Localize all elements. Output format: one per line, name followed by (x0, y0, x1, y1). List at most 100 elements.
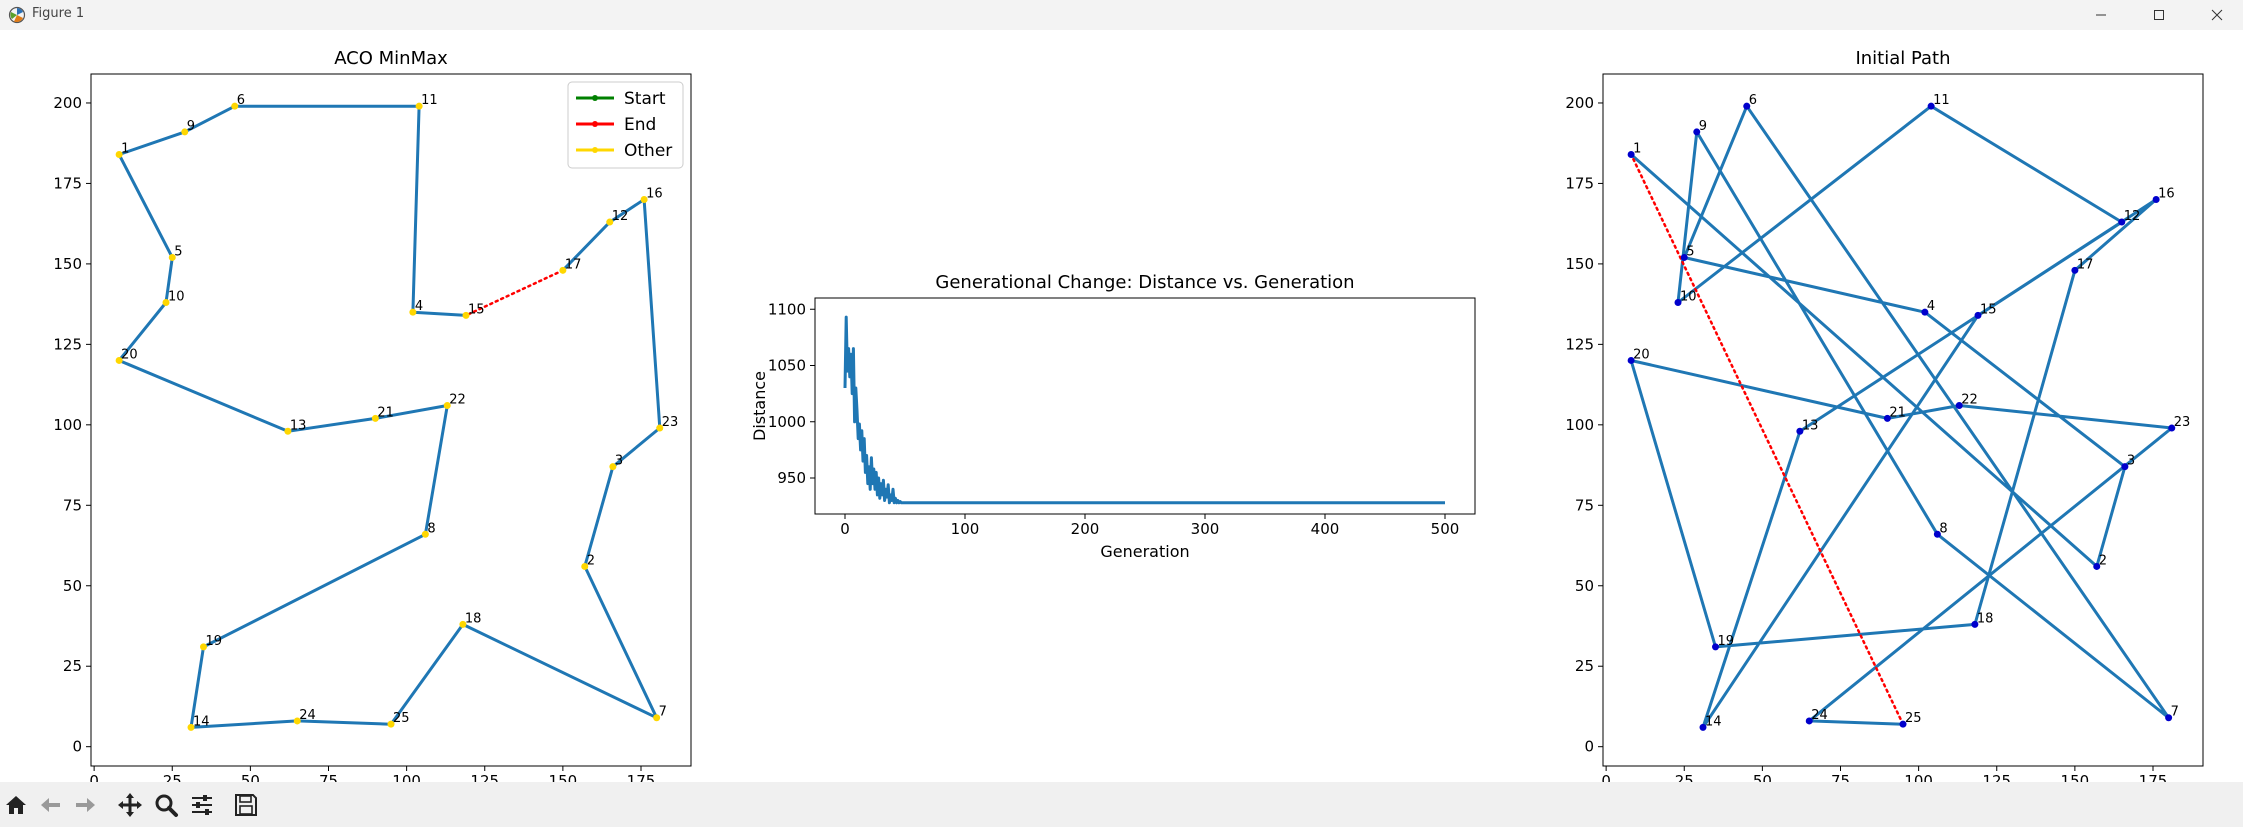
init-ytick-label: 25 (1575, 657, 1594, 675)
init-node-label-4: 4 (1927, 299, 1935, 314)
aco-node-label-2: 2 (587, 553, 595, 568)
aco-node-label-21: 21 (377, 405, 394, 420)
init-node-23 (2168, 424, 2176, 432)
aco-node-11 (415, 102, 423, 110)
init-node-label-1: 1 (1633, 141, 1641, 156)
aco-legend-label: End (624, 115, 656, 135)
matplotlib-logo-icon (8, 6, 26, 24)
window-titlebar: Figure 1 (0, 0, 2243, 30)
aco-node-label-18: 18 (465, 611, 482, 626)
init-node-label-2: 2 (2099, 553, 2107, 568)
zoom-icon[interactable] (153, 792, 179, 818)
gen-xtick-label: 0 (840, 520, 850, 538)
close-icon (2211, 9, 2223, 21)
aco-axes: 0 25 50 75 100 125 150 175025507510012515017520… (53, 48, 692, 782)
close-button[interactable] (2194, 0, 2240, 30)
init-node-label-18: 18 (1977, 611, 1994, 626)
aco-xtick-label: 175 (627, 772, 656, 782)
init-node-label-6: 6 (1749, 93, 1757, 108)
navigation-toolbar (0, 782, 2243, 827)
back-icon[interactable] (38, 792, 64, 818)
forward-icon[interactable] (72, 792, 98, 818)
aco-node-20 (115, 356, 123, 364)
configure-icon[interactable] (189, 792, 215, 818)
aco-legend-marker (592, 147, 598, 153)
aco-node-4 (409, 308, 417, 316)
aco-node-label-10: 10 (168, 290, 185, 305)
home-icon[interactable] (3, 792, 29, 818)
aco-node-label-14: 14 (193, 714, 210, 729)
aco-node-label-20: 20 (121, 347, 138, 362)
init-node-label-12: 12 (2124, 209, 2141, 224)
gen-xtick-label: 100 (951, 520, 980, 538)
gen-ytick-label: 950 (777, 469, 806, 487)
aco-node-19 (200, 643, 207, 651)
init-node-label-9: 9 (1699, 119, 1707, 134)
aco-node-14 (187, 723, 195, 731)
aco-node-label-23: 23 (662, 415, 679, 430)
init-xtick-label: 50 (1753, 772, 1772, 782)
init-node-label-15: 15 (1980, 302, 1997, 317)
gen-xlabel: Generation (1100, 542, 1189, 561)
aco-node-label-3: 3 (615, 454, 623, 469)
init-xtick-label: 125 (1982, 772, 2011, 782)
aco-node-label-6: 6 (237, 93, 245, 108)
init-node-label-14: 14 (1705, 714, 1722, 729)
init-node-label-24: 24 (1811, 708, 1828, 723)
aco-legend-label: Start (624, 89, 666, 109)
gen-xtick-label: 300 (1191, 520, 1220, 538)
aco-ytick-label: 75 (63, 496, 82, 514)
init-node-16 (2152, 196, 2160, 204)
maximize-button[interactable] (2136, 0, 2182, 30)
aco-node-22 (443, 402, 451, 410)
aco-ytick-label: 150 (53, 255, 82, 273)
pan-icon[interactable] (117, 792, 143, 818)
aco-node-23 (656, 424, 664, 432)
init-xtick-label: 100 (1904, 772, 1933, 782)
init-node-17 (2071, 266, 2079, 274)
init-node-21 (1883, 414, 1891, 422)
aco-node-17 (559, 266, 567, 274)
gen-title: Generational Change: Distance vs. Genera… (935, 272, 1354, 293)
aco-node-24 (293, 717, 301, 725)
gen-xtick-label: 200 (1071, 520, 1100, 538)
aco-node-10 (162, 299, 170, 307)
aco-ytick-label: 125 (53, 335, 82, 353)
init-xtick-label: 175 (2139, 772, 2168, 782)
init-ytick-label: 0 (1584, 738, 1594, 756)
init-xtick-label: 150 (2061, 772, 2090, 782)
init-node-4 (1921, 308, 1929, 316)
gen-ytick-label: 1050 (768, 357, 806, 375)
init-node-11 (1927, 102, 1935, 110)
init-node-10 (1674, 299, 1682, 307)
aco-node-8 (421, 530, 429, 538)
init-node-9 (1693, 128, 1701, 136)
gen-ytick-label: 1100 (768, 300, 806, 318)
init-node-label-10: 10 (1680, 290, 1697, 305)
aco-node-label-5: 5 (174, 244, 182, 259)
aco-node-label-8: 8 (427, 521, 435, 536)
init-ytick-label: 125 (1565, 335, 1594, 353)
save-icon[interactable] (233, 792, 259, 818)
init-node-label-11: 11 (1933, 93, 1950, 108)
aco-node-6 (231, 102, 239, 110)
aco-ytick-label: 25 (63, 657, 82, 675)
minimize-button[interactable] (2078, 0, 2124, 30)
aco-node-16 (640, 196, 648, 204)
aco-title: ACO MinMax (334, 48, 448, 69)
init-node-24 (1805, 717, 1813, 725)
init-ytick-label: 200 (1565, 94, 1594, 112)
init-node-label-13: 13 (1802, 418, 1819, 433)
init-node-2 (2093, 562, 2101, 570)
aco-node-label-9: 9 (187, 119, 195, 134)
init-node-1 (1627, 150, 1635, 158)
init-node-14 (1699, 723, 1707, 731)
aco-ytick-label: 200 (53, 94, 82, 112)
aco-node-label-19: 19 (206, 634, 223, 649)
init-node-label-16: 16 (2158, 187, 2175, 202)
init-node-label-5: 5 (1686, 244, 1694, 259)
init-node-label-20: 20 (1633, 347, 1650, 362)
init-node-6 (1743, 102, 1751, 110)
figure-canvas[interactable]: 0 25 50 75 100 125 150 175025507510012515017520… (0, 30, 2243, 782)
